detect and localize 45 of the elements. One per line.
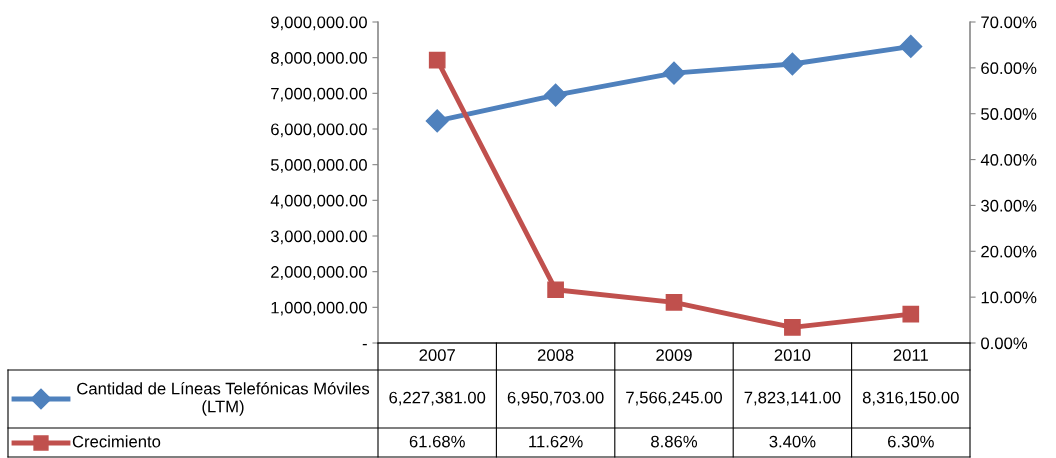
x-tick-label: 2011	[893, 349, 928, 361]
legend-label: Crecimiento	[72, 435, 161, 448]
data-label: 7,823,141.00	[744, 391, 841, 406]
y2-tick-label: 10.00%	[981, 291, 1037, 304]
x-tick-label: 2010	[774, 349, 811, 361]
y2-tick-label: 60.00%	[981, 62, 1037, 75]
y-tick-label: 8,000,000.00	[271, 52, 367, 66]
data-label: 6.30%	[888, 435, 934, 448]
point	[544, 83, 568, 107]
x-tick-label: 2007	[419, 349, 455, 361]
data-label: 6,950,703.00	[507, 391, 604, 406]
point	[425, 109, 449, 133]
y-tick-label: 6,000,000.00	[271, 123, 367, 138]
point	[665, 294, 683, 311]
data-label: 8.86%	[651, 435, 698, 448]
point	[547, 281, 564, 299]
y-tick-label: 9,000,000.00	[271, 16, 367, 31]
point	[428, 51, 446, 69]
y-tick-label: 3,000,000.00	[270, 230, 367, 245]
y2-tick-label: 20.00%	[981, 245, 1037, 258]
y-tick-label: 2,000,000.00	[271, 266, 367, 280]
y-tick-label: 7,000,000.00	[271, 87, 367, 102]
x-tick-label: 2008	[537, 349, 574, 361]
y2-tick-label: 30.00%	[981, 199, 1037, 212]
point	[784, 319, 801, 336]
y-tick-label: 4,000,000.00	[270, 194, 367, 209]
data-label: 7,566,245.00	[626, 391, 723, 406]
y2-tick-label: 0.00%	[981, 337, 1028, 350]
point	[899, 34, 923, 58]
data-label: 61.68%	[409, 435, 465, 448]
data-label: 3.40%	[769, 435, 816, 448]
y-tick-label: -	[362, 343, 367, 346]
y-tick-label: 5,000,000.00	[270, 159, 367, 173]
y2-tick-label: 40.00%	[980, 153, 1037, 166]
point	[902, 305, 920, 323]
y-tick-label: 1,000,000.00	[271, 301, 367, 316]
y2-tick-label: 50.00%	[981, 108, 1037, 120]
data-label: 6,227,381.00	[389, 391, 486, 406]
point	[780, 52, 804, 76]
legend-label: Cantidad de Líneas Telefónicas Móviles (LTM)	[77, 382, 370, 416]
data-label: 11.62%	[529, 435, 583, 448]
point	[662, 61, 686, 85]
x-tick-label: 2009	[656, 349, 692, 361]
y2-tick-label: 70.00%	[981, 16, 1037, 29]
data-label: 8,316,150.00	[862, 391, 959, 406]
